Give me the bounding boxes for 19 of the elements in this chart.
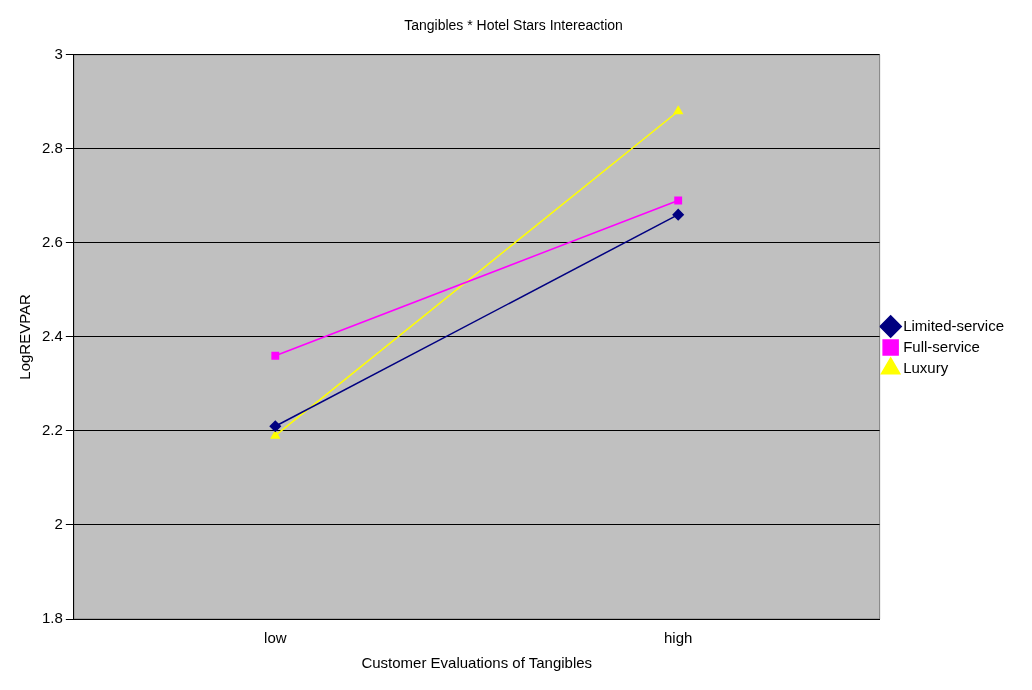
y-axis-title: LogREVPAR bbox=[16, 293, 34, 380]
y-tick-label: 3 bbox=[54, 44, 63, 62]
chart-title: Tangibles * Hotel Stars Intereaction bbox=[404, 17, 623, 34]
point bbox=[672, 208, 684, 221]
legend-label: Full-service bbox=[903, 337, 980, 355]
x-tick-label: low bbox=[264, 629, 287, 647]
point bbox=[269, 420, 282, 432]
x-axis-title: Customer Evaluations of Tangibles bbox=[361, 654, 593, 672]
point bbox=[674, 196, 683, 205]
point bbox=[271, 351, 280, 360]
y-tick-label: 2.6 bbox=[41, 233, 63, 251]
y-tick-label: 2 bbox=[54, 515, 63, 533]
y-tick-label: 1.8 bbox=[41, 609, 63, 627]
y-tick-label: 2.8 bbox=[41, 138, 63, 156]
y-tick-label: 2.2 bbox=[41, 421, 63, 439]
y-tick-label: 2.4 bbox=[41, 327, 63, 345]
x-tick-label: high bbox=[664, 629, 693, 647]
legend-label: Luxury bbox=[903, 358, 949, 376]
legend-label: Limited-service bbox=[903, 316, 1005, 334]
